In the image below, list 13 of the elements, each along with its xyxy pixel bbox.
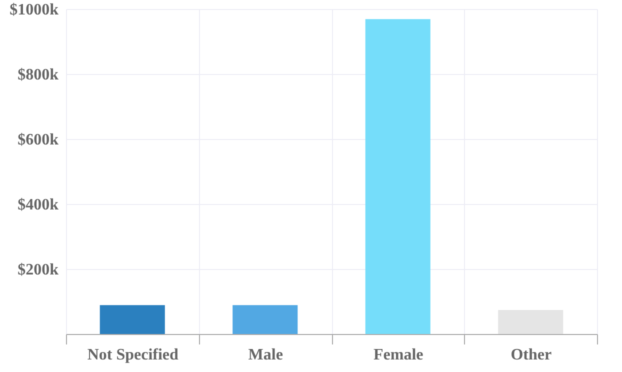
bar xyxy=(100,305,165,334)
y-tick-label: $600k xyxy=(18,132,59,148)
x-tick-label: Other xyxy=(510,346,552,364)
x-tick-label: Male xyxy=(248,346,283,364)
y-tick-label: $1000k xyxy=(10,2,59,18)
x-tick-label: Female xyxy=(374,346,424,364)
bar xyxy=(232,305,298,334)
x-tick-label: Not Specified xyxy=(87,346,179,364)
bar xyxy=(498,310,564,334)
y-tick-label: $800k xyxy=(18,66,59,84)
y-tick-label: $200k xyxy=(18,262,59,278)
y-tick-label: $400k xyxy=(18,196,59,214)
bar xyxy=(365,19,430,334)
